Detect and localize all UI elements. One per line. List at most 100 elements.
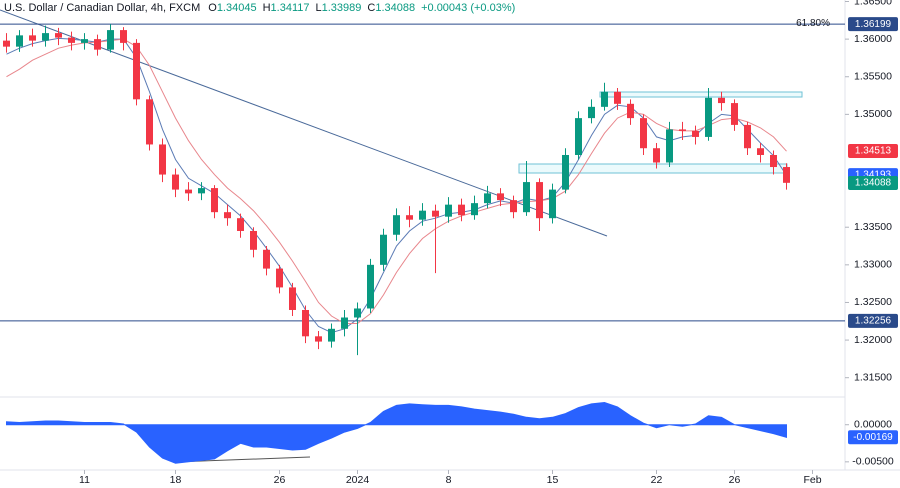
ohlc-value: 1.34088	[375, 2, 415, 14]
x-tick-label: 22	[651, 474, 663, 486]
candle-body	[380, 234, 387, 265]
oscillator-value: -0.00169	[853, 432, 893, 443]
candle-body	[679, 129, 686, 131]
oscillator-value-box	[848, 430, 898, 445]
candle-body	[302, 309, 309, 337]
candle-body	[471, 203, 478, 216]
candle-body	[744, 124, 751, 149]
candle-body	[185, 189, 192, 194]
candle-body	[406, 215, 413, 220]
candle-body	[16, 35, 23, 47]
x-tick-label: 15	[547, 474, 559, 486]
candle-body	[783, 167, 790, 183]
candle-body	[757, 148, 764, 155]
candle-body	[432, 210, 439, 217]
y-tick-label: 1.35500	[854, 71, 892, 83]
level-price-label-box	[848, 17, 898, 32]
candle-body	[718, 97, 725, 104]
x-tick-label: 2024	[346, 474, 370, 486]
x-tick-label: 8	[446, 474, 452, 486]
candle-body	[588, 106, 595, 119]
price-marker: 1.34088	[855, 178, 892, 189]
x-tick-label: 18	[170, 474, 182, 486]
candle-body	[367, 264, 374, 309]
symbol: U.S. Dollar / Canadian Dollar, 4h, FXCM	[4, 2, 200, 14]
ohlc-label: L	[315, 2, 321, 14]
candle-body	[237, 218, 244, 231]
candle-body	[523, 182, 530, 213]
candle-body	[666, 129, 673, 163]
y-tick-label: 1.32000	[854, 334, 892, 346]
level-label: 61.80%	[796, 18, 830, 29]
level-price-label: 1.32256	[855, 315, 892, 326]
candle-body	[705, 97, 712, 137]
candle-body	[575, 118, 582, 155]
candle-body	[315, 336, 322, 342]
candle-body	[731, 103, 738, 125]
candle-body	[3, 40, 10, 47]
y-tick-label: 0.00000	[854, 419, 892, 431]
ohlc-label: O	[208, 2, 217, 14]
candle-body	[107, 30, 114, 50]
candle-body	[393, 215, 400, 235]
price-marker-box	[848, 175, 898, 190]
candle-body	[81, 39, 88, 43]
x-tick-label: 26	[274, 474, 286, 486]
candle-body	[640, 118, 647, 149]
x-tick-label: Feb	[803, 474, 821, 486]
price-marker-box	[848, 144, 898, 159]
level-price-label: 1.36199	[855, 19, 892, 30]
ohlc-value: 1.34045	[217, 2, 257, 14]
candle-body	[653, 148, 660, 163]
candle-body	[484, 193, 491, 204]
x-tick-label: 26	[729, 474, 741, 486]
candle-body	[146, 99, 153, 145]
candle-body	[614, 91, 621, 104]
candle-body	[445, 204, 452, 217]
oscillator-area	[6, 401, 787, 464]
candle-body	[211, 188, 218, 213]
candle-body	[224, 212, 231, 219]
candle-body	[120, 30, 127, 43]
candle-body	[55, 33, 62, 38]
candle-body	[601, 91, 608, 107]
candle-body	[458, 204, 465, 216]
y-tick-label: -0.00500	[852, 456, 894, 468]
price-marker: 1.34193	[855, 170, 892, 181]
ohlc-label: H	[263, 2, 271, 14]
candle-body	[198, 188, 205, 194]
candle-body	[562, 154, 569, 190]
candle-body	[29, 35, 36, 41]
candle-body	[276, 268, 283, 288]
support-zone	[518, 163, 788, 174]
candle-body	[172, 174, 179, 190]
candle-body	[510, 200, 517, 213]
candle-body	[354, 308, 361, 318]
candle-body	[770, 154, 777, 168]
y-tick-label: 1.31500	[854, 371, 892, 383]
candle-body	[94, 39, 101, 50]
candle-body	[68, 37, 75, 43]
ohlc-value: 1.33989	[322, 2, 362, 14]
x-tick-label: 11	[79, 474, 90, 486]
candle-body	[289, 287, 296, 310]
price-marker: 1.34513	[855, 146, 892, 157]
y-tick-label: 1.36000	[854, 33, 892, 45]
candle-body	[250, 230, 257, 250]
candle-body	[419, 210, 426, 220]
candle-body	[549, 189, 556, 219]
candle-body	[159, 144, 166, 175]
change: +0.00043 (+0.03%)	[421, 2, 515, 14]
candle-body	[341, 317, 348, 329]
candle-body	[536, 182, 543, 219]
trendline	[0, 9, 608, 237]
ohlc-label: C	[367, 2, 375, 14]
y-tick-label: 1.33000	[854, 259, 892, 271]
candle-body	[627, 103, 634, 119]
candle-body	[497, 193, 504, 201]
y-tick-label: 1.35000	[854, 108, 892, 120]
ohlc: O1.34045 H1.34117 L1.33989 C1.34088	[208, 2, 415, 14]
y-tick-label: 1.36500	[854, 0, 892, 7]
candle-body	[133, 42, 140, 100]
